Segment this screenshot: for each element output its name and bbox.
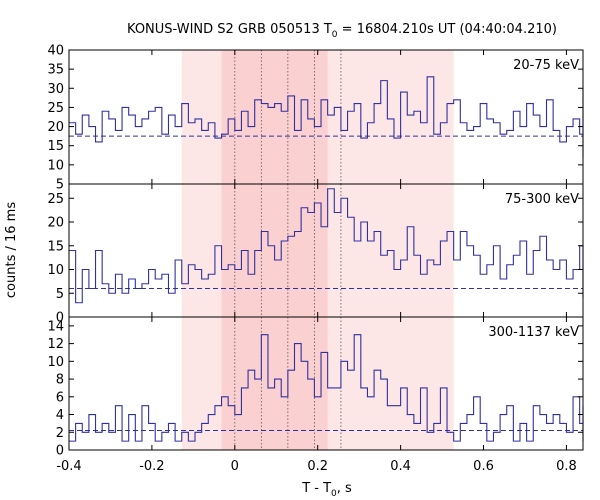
y-tick-label: 25 xyxy=(47,101,64,116)
x-tick-label: 0 xyxy=(231,459,239,474)
energy-band-label: 300-1137 keV xyxy=(488,325,579,340)
y-tick-label: 10 xyxy=(47,355,64,370)
panel-2: 0 5 10 15 20 25 75-300 keV xyxy=(47,183,584,326)
y-tick-label: 30 xyxy=(47,82,64,97)
chart-title: KONUS-WIND S2 GRB 050513 T0 = 16804.210s… xyxy=(127,22,557,40)
shaded-region-inner xyxy=(221,50,328,184)
panel-1: 5 10 15 20 25 30 35 40 20-75 keV xyxy=(47,44,584,193)
y-tick-label: 6 xyxy=(56,390,64,405)
x-tick-label: -0.2 xyxy=(139,459,164,474)
y-tick-label: 4 xyxy=(56,408,64,423)
y-tick-label: 35 xyxy=(47,63,64,78)
energy-band-label: 20-75 keV xyxy=(513,58,579,73)
y-tick-label: 15 xyxy=(47,239,64,254)
y-tick-label: 5 xyxy=(56,178,64,193)
y-tick-label: 40 xyxy=(47,44,64,59)
y-tick-label: 2 xyxy=(56,426,64,441)
energy-band-label: 75-300 keV xyxy=(505,192,579,207)
y-tick-label: 10 xyxy=(47,158,64,173)
y-tick-label: 20 xyxy=(47,216,64,231)
y-tick-label: 20 xyxy=(47,120,64,135)
y-tick-label: 25 xyxy=(47,192,64,207)
panel-frame xyxy=(68,316,584,451)
y-tick-label: 15 xyxy=(47,139,64,154)
x-tick-label: 0.8 xyxy=(556,459,577,474)
x-tick-label: 0.4 xyxy=(390,459,411,474)
x-tick-label: -0.4 xyxy=(56,459,81,474)
x-tick-label: 0.6 xyxy=(473,459,494,474)
y-tick-label: 12 xyxy=(47,337,64,352)
x-tick-label: 0.2 xyxy=(307,459,328,474)
y-tick-label: 10 xyxy=(47,263,64,278)
y-tick-label: 0 xyxy=(56,444,64,459)
panel-3: 0 2 4 6 8 10 12 14 300-1137 keV xyxy=(47,316,584,459)
y-tick-label: 0 xyxy=(56,311,64,326)
y-tick-label: 8 xyxy=(56,373,64,388)
y-axis-label: counts / 16 ms xyxy=(4,202,19,298)
y-tick-label: 14 xyxy=(47,319,64,334)
y-tick-label: 5 xyxy=(56,287,64,302)
x-axis-label: T - T0, s xyxy=(301,481,352,499)
